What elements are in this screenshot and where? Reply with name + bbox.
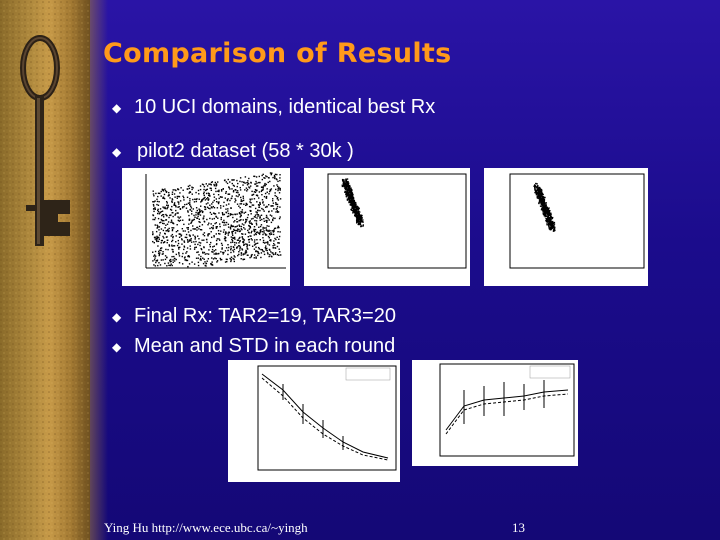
bullet-1: ◆ 10 UCI domains, identical best Rx	[112, 96, 435, 119]
bullet-diamond-icon: ◆	[112, 339, 122, 354]
footer-author-url: Ying Hu http://www.ece.ubc.ca/~yingh	[104, 520, 308, 535]
bullet-diamond-icon: ◆	[112, 100, 122, 115]
bullet-diamond-icon: ◆	[112, 309, 122, 324]
key-image-band	[0, 0, 90, 540]
scatter-plot-image-1	[122, 168, 290, 286]
bullet-2-text: pilot2 dataset (58 * 30k )	[137, 140, 354, 162]
line-plot-image-1	[228, 360, 400, 482]
footer-page-number: 13	[512, 520, 525, 535]
scatter-plot-image-2	[304, 168, 470, 286]
slide-title: Comparison of Results	[103, 38, 452, 69]
band-fade	[90, 0, 108, 540]
bullet-diamond-icon: ◆	[112, 144, 122, 159]
bullet-4-text: Mean and STD in each round	[134, 335, 396, 357]
bullet-1-text: 10 UCI domains, identical best Rx	[134, 96, 436, 118]
bullet-4: ◆ Mean and STD in each round	[112, 335, 395, 358]
key-image	[0, 0, 90, 540]
bullet-3-text: Final Rx: TAR2=19, TAR3=20	[134, 305, 396, 327]
bullet-2: ◆ pilot2 dataset (58 * 30k )	[112, 140, 354, 163]
scatter-plot-image-3	[484, 168, 648, 286]
line-plot-image-2	[412, 360, 578, 466]
bullet-3: ◆ Final Rx: TAR2=19, TAR3=20	[112, 305, 396, 328]
